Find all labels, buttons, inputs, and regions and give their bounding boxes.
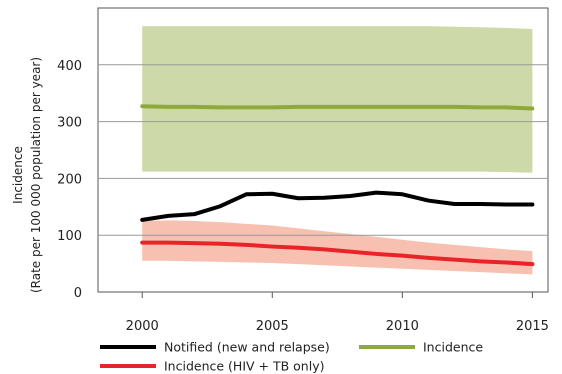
x-tick-label-2005: 2005 [256,319,289,334]
y-tick-label-300: 300 [57,116,82,131]
y-tick-label-200: 200 [57,172,82,187]
y-axis-title-line1: Incidence [11,146,25,204]
x-tick-label-2015: 2015 [516,319,549,334]
legend-label-incidence: Incidence [423,340,483,355]
legend-label-notified: Notified (new and relapse) [164,340,330,355]
series-line-hivtb [140,240,535,267]
legend: Notified (new and relapse) Incidence Inc… [100,340,483,374]
y-tick-label-400: 400 [57,59,82,74]
y-tick-label-100: 100 [57,229,82,244]
band-hivtb [142,220,533,275]
legend-label-hivtb: Incidence (HIV + TB only) [164,359,324,374]
plot-area: 0 100 200 300 400 2000 2005 2010 2015 [57,7,549,334]
y-axis-title-line2: (Rate per 100 000 population per year) [29,57,43,293]
x-tick-label-2000: 2000 [126,319,159,334]
x-tick-label-2010: 2010 [386,319,419,334]
series-line-incidence [140,104,535,111]
series-line-notified [140,190,535,222]
band-incidence [142,26,533,173]
y-tick-label-0: 0 [74,286,82,301]
plot-frame [97,7,549,293]
